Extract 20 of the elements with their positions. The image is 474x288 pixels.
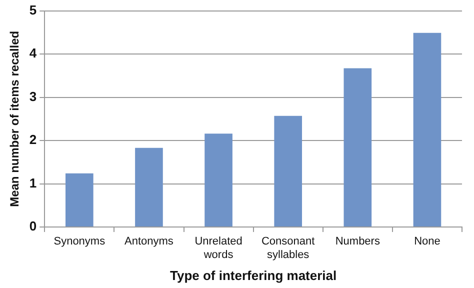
y-tick-label: 0 — [29, 218, 37, 234]
y-axis-title: Mean number of items recalled — [8, 30, 22, 207]
bar — [204, 134, 232, 226]
x-tick-label: Numbers — [335, 236, 380, 248]
x-tick-label: None — [414, 236, 440, 248]
y-tick-label: 4 — [29, 46, 38, 61]
x-tick-label: Consonant syllables — [261, 236, 315, 261]
x-axis-title: Type of interfering material — [170, 268, 337, 283]
bar — [135, 148, 163, 226]
y-tick-label: 2 — [29, 132, 37, 148]
x-tick-label: Antonyms — [124, 236, 174, 248]
y-tick-label: 5 — [29, 2, 37, 18]
y-tick-label: 3 — [29, 88, 37, 104]
bar — [66, 173, 94, 226]
bar — [344, 68, 372, 226]
bar — [413, 32, 442, 226]
x-tick-label: Unrelated words — [194, 236, 242, 261]
bar — [274, 116, 302, 226]
y-tick-label: 1 — [29, 175, 37, 190]
x-tick-label: Synonyms — [54, 236, 106, 248]
